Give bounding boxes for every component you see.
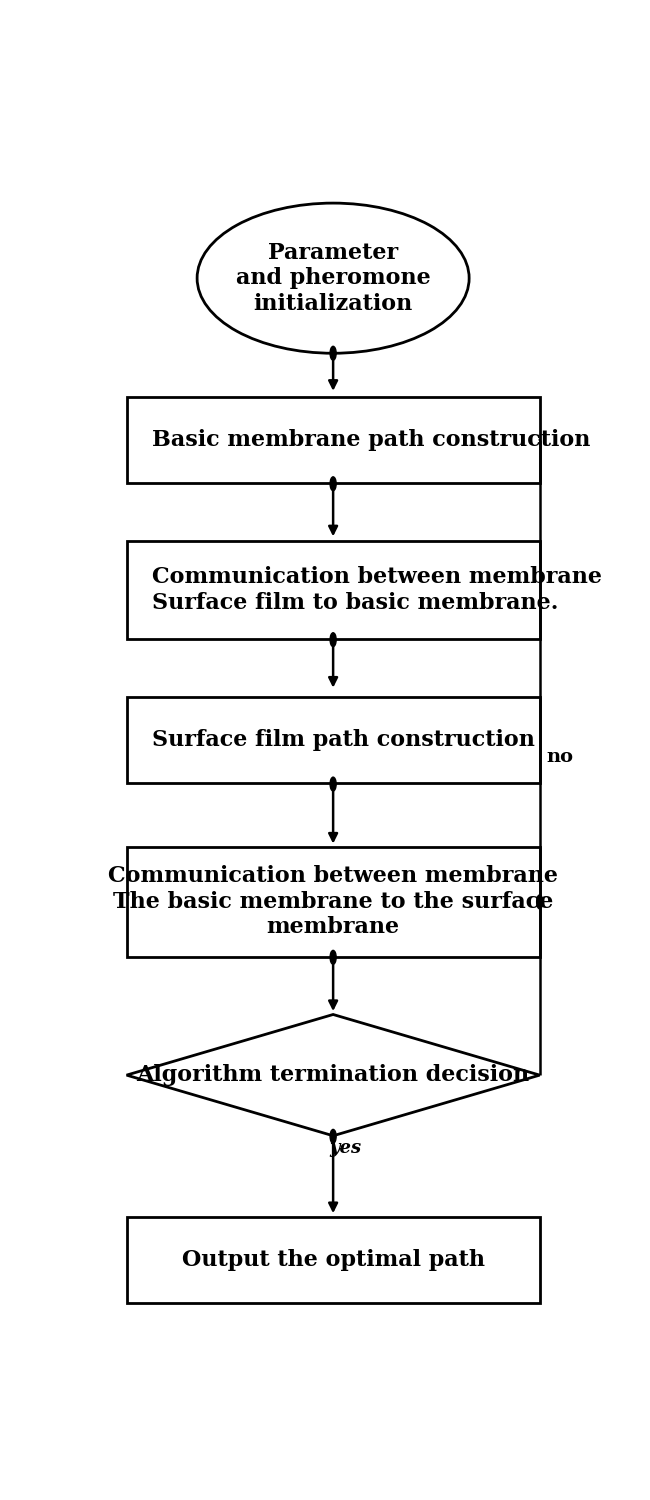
- Text: Basic membrane path construction: Basic membrane path construction: [152, 429, 590, 451]
- Text: Communication between membrane
The basic membrane to the surface
membrane: Communication between membrane The basic…: [108, 865, 558, 939]
- Circle shape: [330, 1130, 336, 1143]
- Bar: [127, 847, 540, 957]
- Text: yes: yes: [330, 1138, 362, 1156]
- Circle shape: [330, 477, 336, 490]
- Text: Algorithm termination decision: Algorithm termination decision: [136, 1064, 530, 1086]
- Text: no: no: [546, 748, 573, 766]
- Circle shape: [537, 896, 543, 909]
- Text: Parameter
and pheromone
initialization: Parameter and pheromone initialization: [236, 242, 430, 315]
- Bar: [127, 698, 540, 783]
- Circle shape: [330, 346, 336, 360]
- Circle shape: [330, 633, 336, 646]
- Ellipse shape: [197, 202, 469, 354]
- Polygon shape: [127, 1014, 540, 1136]
- Circle shape: [330, 777, 336, 790]
- Circle shape: [330, 951, 336, 964]
- Text: Communication between membrane
Surface film to basic membrane.: Communication between membrane Surface f…: [152, 567, 602, 614]
- Text: Surface film path construction: Surface film path construction: [152, 729, 535, 752]
- Bar: [127, 396, 540, 483]
- Text: Output the optimal path: Output the optimal path: [181, 1250, 485, 1270]
- Bar: [127, 542, 540, 639]
- Bar: [127, 1216, 540, 1304]
